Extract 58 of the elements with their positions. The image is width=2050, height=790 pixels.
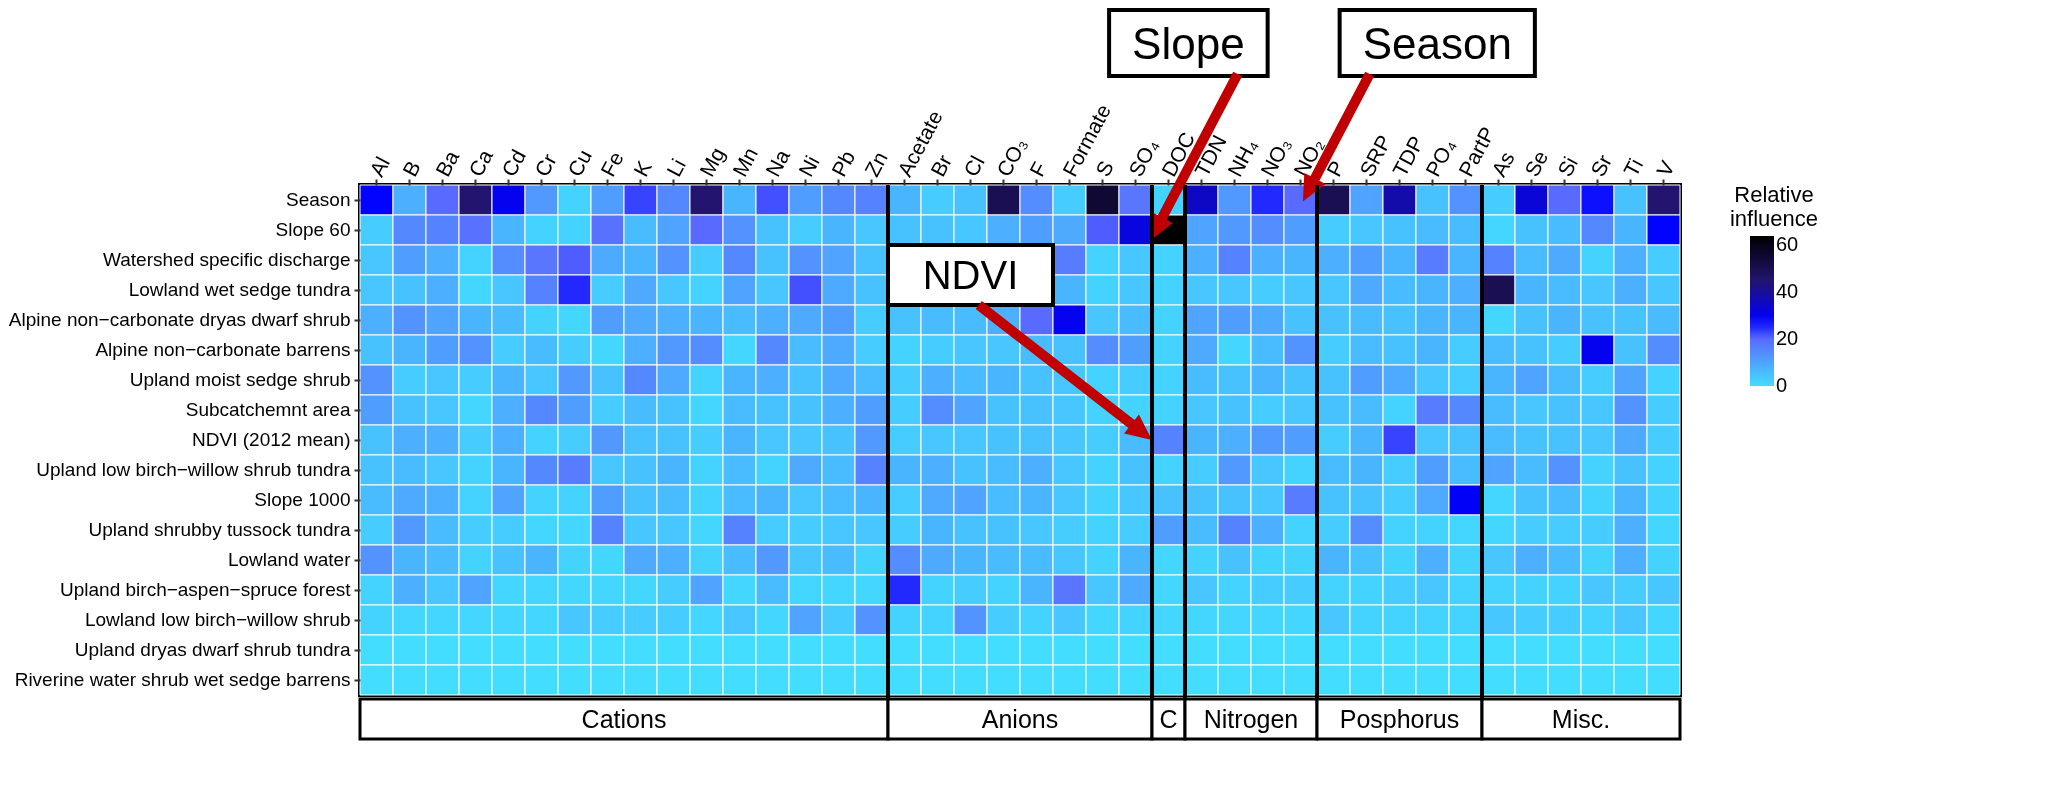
text: Anions <box>981 705 1059 733</box>
text: Season <box>1362 18 1512 68</box>
x-tick-label: PO₄ <box>1421 135 1460 181</box>
color-bar-label: 40 <box>1776 280 1799 303</box>
y-tick-label: Alpine non−carbonate barrens <box>95 339 351 360</box>
x-tick-label: Cd <box>497 145 530 181</box>
y-tick-label: Slope 1000 <box>254 489 351 510</box>
text: C <box>1159 705 1178 733</box>
x-tick-label: Mg <box>695 143 730 181</box>
y-tick-label: Subcatchemnt area <box>185 399 351 420</box>
x-tick-label: Mn <box>728 143 763 181</box>
x-tick-label: Na <box>761 145 795 181</box>
x-tick-label: Ba <box>431 146 464 181</box>
y-tick-label: NDVI (2012 mean) <box>192 429 351 450</box>
y-tick-label: Upland low birch−willow shrub tundra <box>36 459 351 480</box>
text: Cations <box>581 705 667 733</box>
x-tick-label: B <box>398 157 425 181</box>
y-tick-label: Alpine non−carbonate dryas dwarf shrub <box>8 309 351 330</box>
x-tick-label: Li <box>662 154 691 181</box>
color-bar-title: Relative influence <box>1729 182 1819 231</box>
y-tick-label: Slope 60 <box>275 219 351 240</box>
annotation: NDVI <box>922 253 1019 298</box>
y-tick-label: Lowland wet sedge tundra <box>128 279 351 300</box>
y-tick-label: Upland shrubby tussock tundra <box>88 519 351 540</box>
x-tick-label: Si <box>1553 152 1583 181</box>
x-tick-label: P <box>1322 157 1349 181</box>
text: Nitrogen <box>1203 705 1299 733</box>
y-tick-label: Riverine water shrub wet sedge barrens <box>14 669 351 690</box>
x-tick-label: Al <box>365 152 395 181</box>
x-tick-label: K <box>629 157 656 181</box>
x-tick-label: V <box>1652 157 1679 181</box>
y-tick-label: Lowland low birch−willow shrub <box>84 609 351 630</box>
x-tick-label: Fe <box>596 147 628 181</box>
color-bar-label: 60 <box>1776 233 1799 256</box>
x-tick-label: Se <box>1520 146 1553 181</box>
x-tick-label: SO₄ <box>1124 135 1163 181</box>
text: Misc. <box>1551 705 1611 733</box>
color-bar-label: 20 <box>1776 327 1799 350</box>
x-tick-label: F <box>1025 158 1052 181</box>
x-tick-label: Sr <box>1586 150 1617 181</box>
y-tick-label: Upland birch−aspen−spruce forest <box>60 579 352 600</box>
x-tick-label: Cr <box>530 149 561 181</box>
x-tick-label: Ni <box>794 151 824 181</box>
x-tick-label: As <box>1487 147 1519 181</box>
x-tick-label: Ca <box>464 145 498 181</box>
text: Posphorus <box>1339 705 1460 733</box>
x-tick-label: Ti <box>1619 154 1648 181</box>
y-tick-label: Upland moist sedge shrub <box>129 369 351 390</box>
color-bar-label: 0 <box>1776 374 1788 396</box>
x-tick-label: Cl <box>959 151 989 181</box>
y-tick-label: Watershed specific discharge <box>103 249 351 270</box>
x-tick-label: Zn <box>860 147 892 181</box>
x-tick-label: Pb <box>827 146 860 181</box>
x-tick-label: Cu <box>563 145 596 181</box>
y-tick-label: Season <box>286 189 351 210</box>
text: Slope <box>1132 18 1245 68</box>
y-tick-label: Upland dryas dwarf shrub tundra <box>74 639 351 660</box>
y-tick-label: Lowland water <box>227 549 352 570</box>
